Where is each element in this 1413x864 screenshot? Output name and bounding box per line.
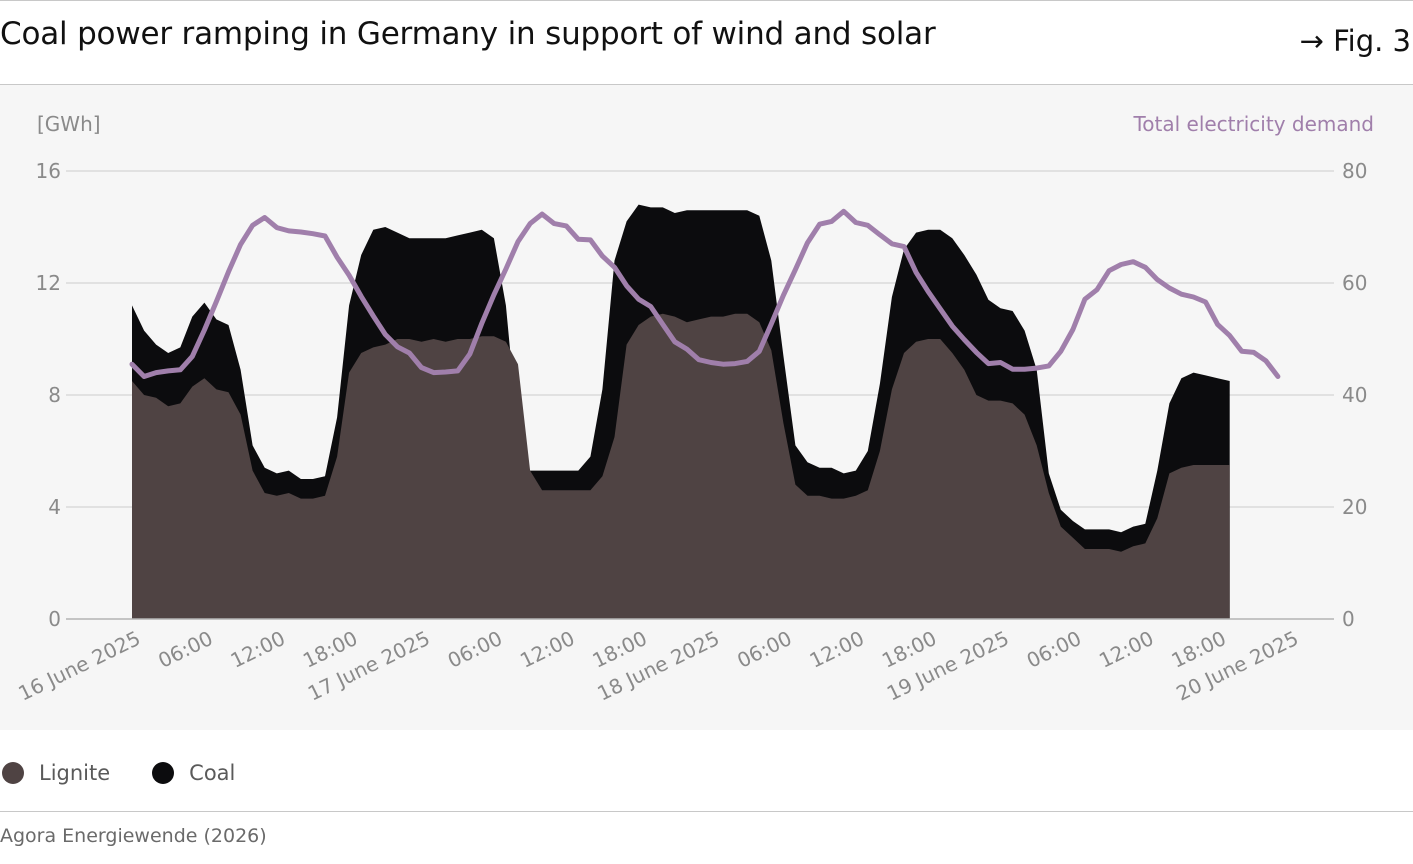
y-tick-label: 0 bbox=[48, 607, 61, 631]
legend-item-lignite: Lignite bbox=[0, 761, 110, 785]
demand-line bbox=[129, 208, 1281, 379]
y-tick-label: 4 bbox=[48, 495, 61, 519]
x-tick-label: 06:00 bbox=[733, 626, 795, 673]
x-tick-label: 12:00 bbox=[806, 626, 868, 673]
top-rule bbox=[0, 0, 1413, 1]
y-tick-label: 12 bbox=[36, 271, 61, 295]
chart-svg: [GWh] Total electricity demand 0 4 8 12 16 0… bbox=[14, 112, 1374, 706]
y2-tick-label: 0 bbox=[1342, 607, 1355, 631]
figure-label: → Fig. 3 bbox=[1299, 24, 1411, 58]
y-axis-label: [GWh] bbox=[37, 112, 101, 136]
y2-tick-label: 40 bbox=[1342, 383, 1367, 407]
source-note: Agora Energiewende (2026) bbox=[0, 825, 267, 847]
lignite-area bbox=[132, 313, 1230, 619]
legend-swatch-coal bbox=[152, 762, 175, 784]
x-tick-label: 12:00 bbox=[516, 626, 578, 673]
y2-tick-label: 60 bbox=[1342, 271, 1367, 295]
x-tick-label: 06:00 bbox=[154, 626, 216, 673]
footer-rule bbox=[0, 811, 1413, 812]
y2-axis-label: Total electricity demand bbox=[1132, 112, 1374, 136]
y2-tick-labels: 0 20 40 60 80 bbox=[1342, 159, 1367, 631]
y2-tick-label: 80 bbox=[1342, 159, 1367, 183]
x-tick-label: 06:00 bbox=[1023, 626, 1085, 673]
legend-item-coal: Coal bbox=[150, 761, 235, 785]
x-tick-label: 06:00 bbox=[444, 626, 506, 673]
x-tick-label: 12:00 bbox=[227, 626, 289, 673]
y-tick-label: 8 bbox=[48, 383, 61, 407]
legend-label-coal: Coal bbox=[189, 761, 236, 785]
legend-label-lignite: Lignite bbox=[39, 761, 111, 785]
legend-swatch-lignite bbox=[2, 762, 24, 784]
header-rule bbox=[0, 84, 1413, 85]
chart-title: Coal power ramping in Germany in support… bbox=[0, 16, 936, 52]
y-tick-label: 16 bbox=[36, 159, 61, 183]
x-tick-label: 16 June 2025 bbox=[14, 626, 144, 706]
x-tick-label: 12:00 bbox=[1095, 626, 1157, 673]
y2-tick-label: 20 bbox=[1342, 495, 1367, 519]
line-series bbox=[129, 208, 1281, 379]
legend: Lignite Coal bbox=[0, 756, 275, 790]
area-series bbox=[132, 204, 1230, 619]
y-tick-labels: 0 4 8 12 16 bbox=[36, 159, 61, 631]
